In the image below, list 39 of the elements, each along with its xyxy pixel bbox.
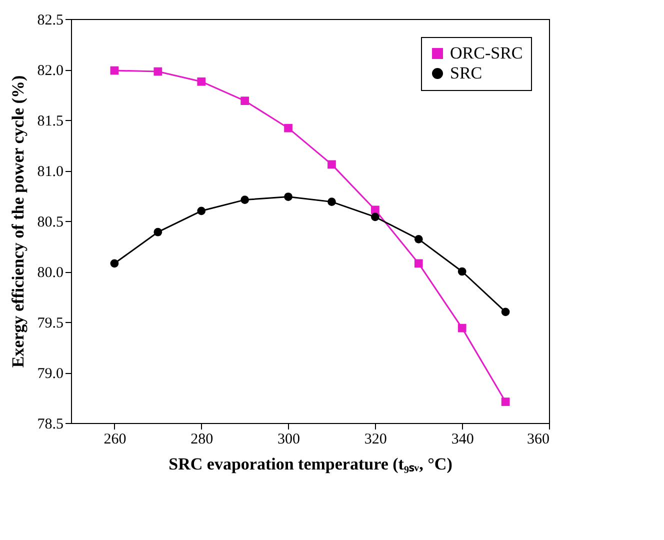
- point: [154, 228, 162, 236]
- point: [284, 124, 292, 132]
- point: [501, 308, 510, 316]
- y-axis-title: Exergy efficiency of the power cycle (%): [8, 75, 28, 368]
- y-tick-label: 81.0: [37, 164, 64, 180]
- x-tick-label: 260: [104, 432, 126, 448]
- point: [110, 259, 119, 268]
- point: [240, 96, 249, 105]
- point: [240, 196, 249, 204]
- legend-label: ORC-SRC: [450, 44, 523, 62]
- x-axis-title: SRC evaporation temperature (t₉ₛᵥ, °C): [168, 454, 452, 474]
- point: [197, 206, 206, 216]
- y-tick-label: 81.5: [37, 114, 64, 130]
- point: [197, 77, 206, 86]
- point: [458, 267, 466, 276]
- x-tick-label: 340: [451, 432, 474, 448]
- y-tick-label: 80.0: [37, 265, 64, 281]
- point: [110, 66, 119, 75]
- y-tick-label: 82.5: [37, 12, 64, 28]
- point: [284, 192, 292, 201]
- x-tick-label: 280: [190, 432, 214, 448]
- y-tick-label: 78.5: [37, 416, 64, 432]
- x-tick-label: 360: [527, 432, 550, 448]
- point: [328, 198, 336, 206]
- point: [414, 235, 423, 244]
- y-tick-label: 82.0: [37, 63, 64, 79]
- point: [458, 324, 466, 332]
- point: [328, 160, 336, 169]
- y-tick-label: 79.5: [37, 316, 64, 332]
- y-tick-label: 79.0: [37, 366, 64, 382]
- point: [371, 212, 380, 222]
- x-tick-label: 320: [364, 432, 387, 448]
- x-tick-label: 300: [278, 432, 300, 448]
- point: [501, 398, 510, 406]
- point: [414, 259, 423, 268]
- point: [371, 206, 380, 214]
- point: [154, 67, 162, 76]
- y-tick-label: 80.5: [37, 214, 64, 230]
- legend-label: SRC: [450, 64, 482, 82]
